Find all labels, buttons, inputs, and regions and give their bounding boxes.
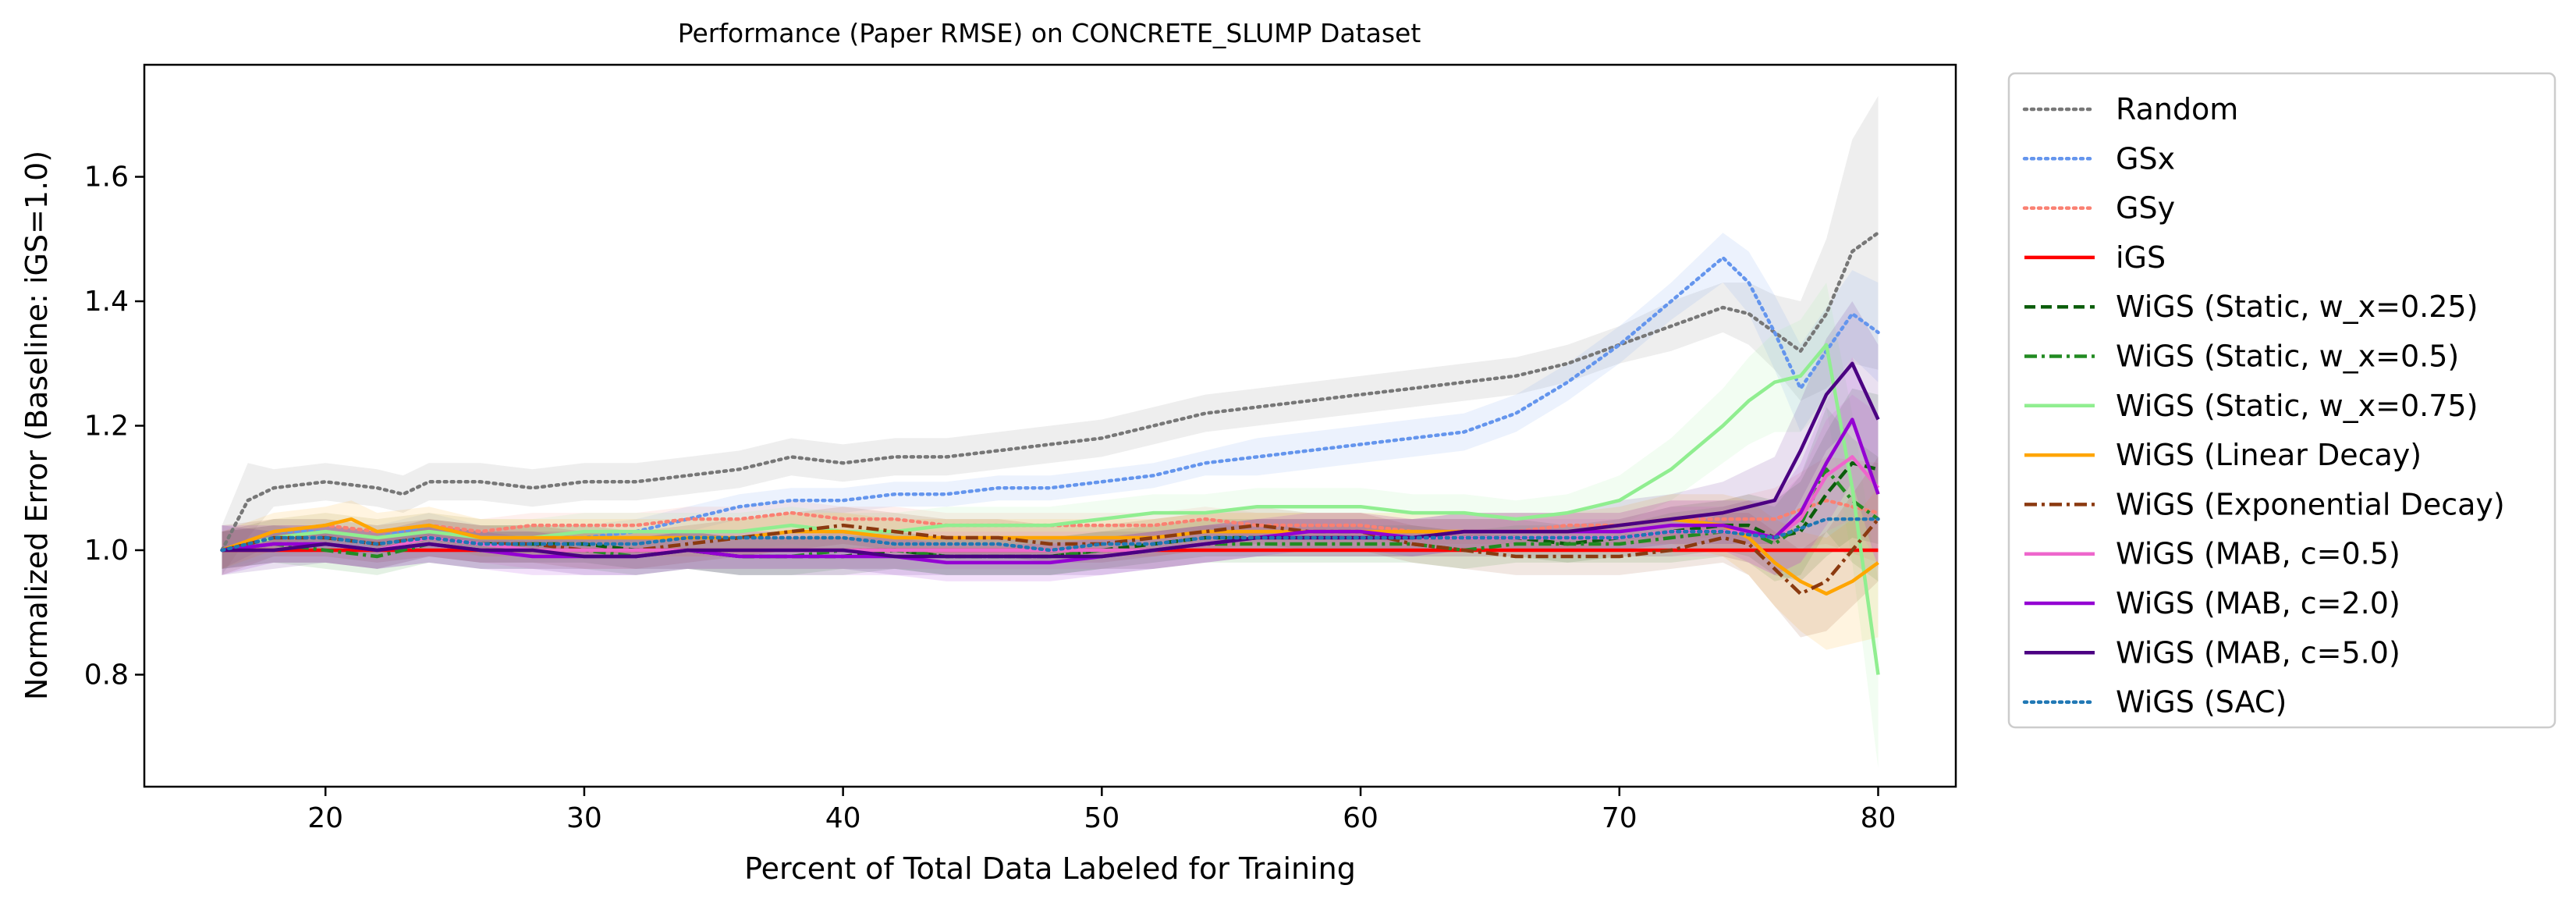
series-line-random bbox=[220, 231, 1880, 553]
x-tick-label: 60 bbox=[1343, 802, 1378, 834]
legend-label-wigs-static-w-x-0-25: WiGS (Static, w_x=0.25) bbox=[2116, 290, 2478, 324]
legend-label-gsx: GSx bbox=[2116, 141, 2175, 176]
y-tick-label: 1.2 bbox=[84, 411, 129, 443]
x-axis-ticks: 20 30 40 50 60 70 80 bbox=[307, 787, 1896, 834]
y-tick-label: 1.4 bbox=[84, 286, 129, 318]
x-tick-label: 70 bbox=[1602, 802, 1637, 834]
y-axis-ticks: 0.8 1.0 1.2 1.4 1.6 bbox=[84, 162, 144, 691]
x-tick-label: 50 bbox=[1084, 802, 1119, 834]
legend-label-wigs-static-w-x-0-75: WiGS (Static, w_x=0.75) bbox=[2116, 389, 2478, 423]
legend-label-wigs-mab-c-5-0: WiGS (MAB, c=5.0) bbox=[2116, 635, 2400, 670]
x-tick-label: 40 bbox=[825, 802, 861, 834]
legend: Random GSx GSy iGS WiGS (Static, w_x=0.25) Wi… bbox=[2007, 72, 2556, 729]
y-tick-label: 1.0 bbox=[84, 535, 129, 567]
y-tick-label: 0.8 bbox=[84, 659, 129, 691]
legend-label-random: Random bbox=[2116, 92, 2238, 126]
band-wigs-exponential-decay bbox=[222, 457, 1879, 638]
y-tick-label: 1.6 bbox=[84, 162, 129, 194]
legend-label-igs: iGS bbox=[2116, 240, 2166, 275]
band-gsy bbox=[222, 457, 1879, 569]
legend-frame bbox=[2007, 72, 2556, 729]
legend-label-wigs-exponential-decay: WiGS (Exponential Decay) bbox=[2116, 487, 2505, 521]
series-line-wigs-mab-c-5-0 bbox=[222, 361, 1880, 559]
legend-label-wigs-linear-decay: WiGS (Linear Decay) bbox=[2116, 438, 2422, 472]
legend-label-wigs-static-w-x-0-5: WiGS (Static, w_x=0.5) bbox=[2116, 339, 2459, 374]
legend-label-wigs-mab-c-2-0: WiGS (MAB, c=2.0) bbox=[2116, 586, 2400, 620]
legend-label-gsy: GSy bbox=[2116, 191, 2175, 226]
band-wigs-linear-decay bbox=[222, 488, 1879, 650]
confidence-bands bbox=[222, 95, 1879, 769]
x-tick-label: 80 bbox=[1861, 802, 1897, 834]
legend-label-wigs-sac: WiGS (SAC) bbox=[2116, 685, 2287, 720]
x-tick-label: 20 bbox=[307, 802, 343, 834]
chart-title: Performance (Paper RMSE) on CONCRETE_SLU… bbox=[678, 18, 1421, 48]
series-lines bbox=[220, 231, 1880, 675]
band-wigs-mab-c-2-0 bbox=[222, 357, 1879, 581]
x-tick-label: 30 bbox=[566, 802, 602, 834]
series-line-wigs-sac bbox=[220, 517, 1880, 553]
legend-label-wigs-mab-c-0-5: WiGS (MAB, c=0.5) bbox=[2116, 537, 2400, 571]
x-axis-label: Percent of Total Data Labeled for Traini… bbox=[744, 851, 1356, 886]
y-axis-label: Normalized Error (Baseline: iGS=1.0) bbox=[20, 151, 54, 700]
